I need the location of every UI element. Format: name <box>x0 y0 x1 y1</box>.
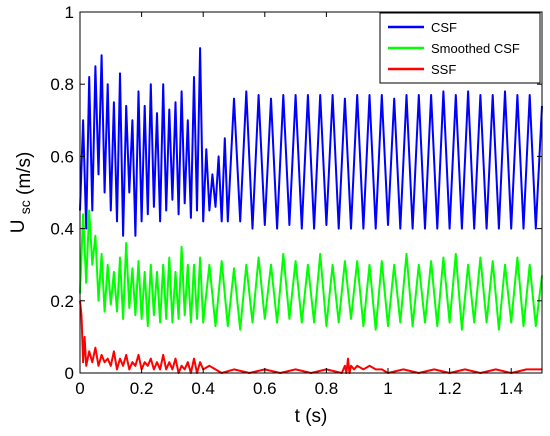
x-tick-label: 1.4 <box>499 379 523 398</box>
x-axis-label: t (s) <box>295 406 328 427</box>
y-tick-label: 0.6 <box>50 147 74 166</box>
x-tick-label: 1.2 <box>438 379 462 398</box>
legend-items: CSF Smoothed CSF SSF <box>388 20 520 77</box>
x-tick-label: 0.8 <box>315 379 339 398</box>
plot-frame <box>79 11 543 374</box>
legend: CSF Smoothed CSF SSF <box>379 12 541 84</box>
x-tick-label: 0.6 <box>253 379 277 398</box>
legend-label-smoothed-csf: Smoothed CSF <box>431 41 520 56</box>
ticks-layer: 0 0.2 0.4 0.6 0.8 1 1.2 1.4 0 0.2 0.4 0.6 0.8 1 <box>50 3 542 398</box>
x-tick-label: 1 <box>383 379 392 398</box>
svg-text:U sc: U sc (m/s) <box>8 152 35 234</box>
y-tick-label: 0.4 <box>50 220 74 239</box>
y-axis-label: U sc (m/s) <box>8 152 35 234</box>
y-tick-label: 0.8 <box>50 75 74 94</box>
x-tick-label: 0 <box>75 379 84 398</box>
y-tick-label: 0 <box>65 364 74 383</box>
x-tick-label: 0.4 <box>191 379 215 398</box>
x-tick-label: 0.2 <box>130 379 154 398</box>
y-tick-label: 0.2 <box>50 292 74 311</box>
y-tick-label: 1 <box>65 3 74 22</box>
y-axis-label-main: U <box>8 220 29 234</box>
series-line-csf <box>79 47 543 237</box>
y-axis-label-unit: (m/s) <box>14 152 35 195</box>
legend-label-csf: CSF <box>431 20 457 35</box>
series-layer <box>79 47 543 374</box>
series-line-ssf <box>79 300 542 374</box>
legend-label-ssf: SSF <box>431 62 456 77</box>
series-line-smoothed-csf <box>79 209 543 331</box>
y-axis-label-subscript: sc <box>17 200 33 214</box>
